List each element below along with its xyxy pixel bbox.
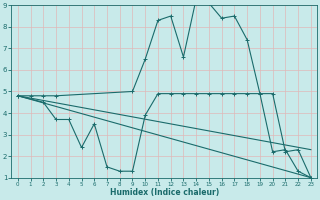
X-axis label: Humidex (Indice chaleur): Humidex (Indice chaleur) <box>110 188 219 197</box>
